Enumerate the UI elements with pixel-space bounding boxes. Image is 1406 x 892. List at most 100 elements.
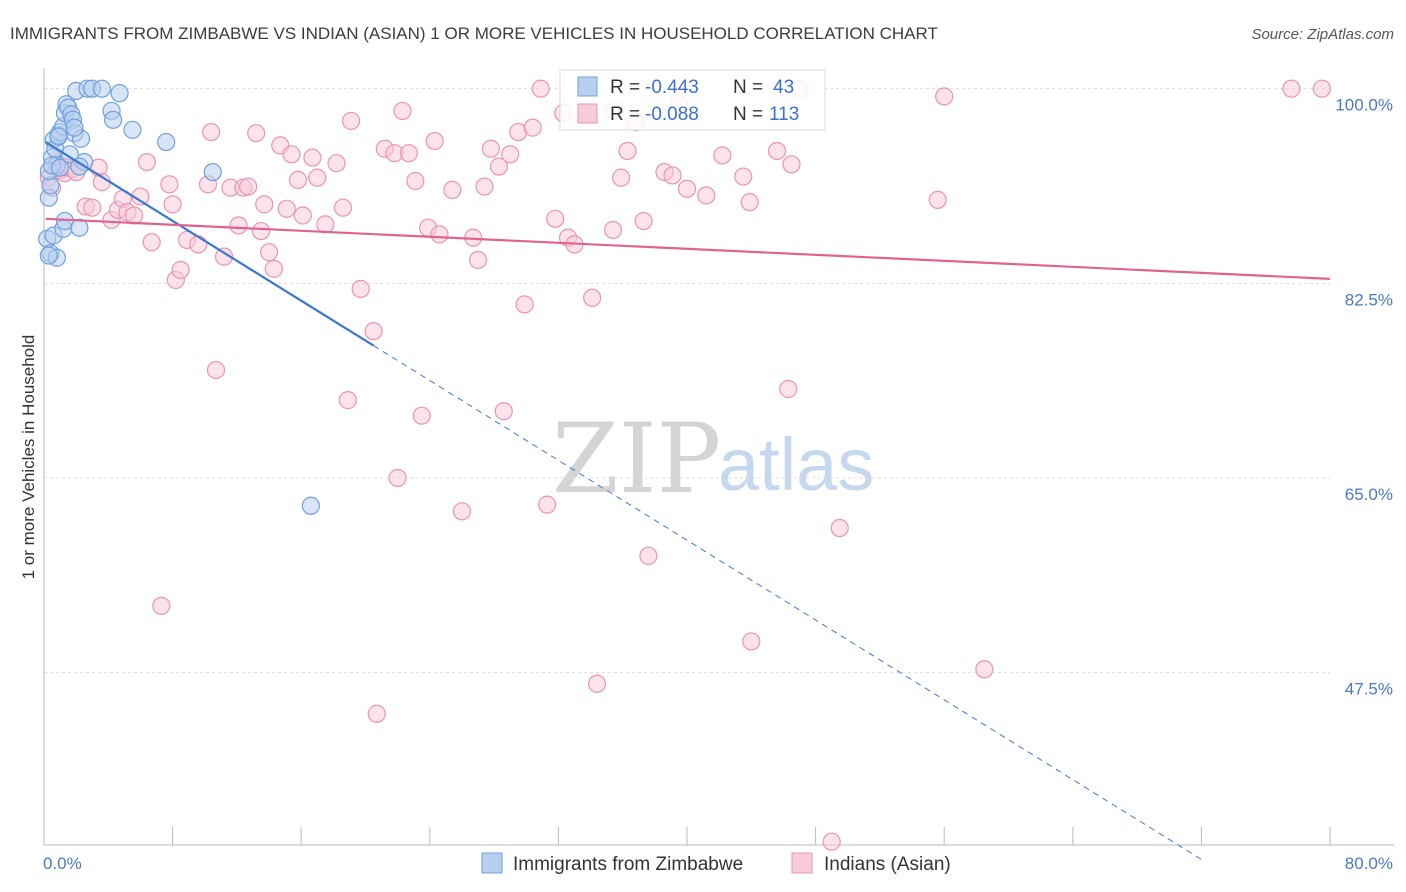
zimbabwe-point	[49, 127, 68, 146]
indians-asian-point	[142, 233, 161, 252]
y-tick-label: 100.0%	[1335, 96, 1393, 115]
indians-asian-point	[611, 168, 631, 187]
indians-asian-point	[259, 243, 279, 262]
series-legend-swatch-zimbabwe	[481, 852, 503, 874]
zimbabwe-trend-line	[45, 141, 375, 347]
indians-asian-point	[489, 157, 509, 176]
indians-asian-point	[239, 177, 258, 196]
chart-source: Source: ZipAtlas.com	[1251, 26, 1394, 43]
indians-asian-point	[639, 546, 658, 565]
indians-asian-point	[515, 295, 534, 314]
x-tick-label-min: 0.0%	[43, 854, 82, 873]
zimbabwe-trend-extension	[373, 345, 1202, 860]
indians-asian-point	[587, 674, 607, 693]
indians-asian-point	[255, 195, 274, 214]
stats-legend-swatch-zimbabwe	[577, 76, 598, 97]
indians-asian-point	[531, 79, 550, 98]
indians-asian-point	[406, 171, 425, 191]
indians-asian-point	[481, 139, 500, 158]
indians-asian-point	[779, 379, 798, 399]
indians-asian-point	[327, 154, 346, 173]
y-tick-label: 65.0%	[1345, 485, 1393, 504]
zimbabwe-point	[39, 246, 58, 265]
watermark-atlas: atlas	[718, 423, 874, 506]
indians-asian-point	[264, 259, 283, 278]
indians-asian-point	[475, 177, 494, 196]
indians-asian-point	[928, 190, 947, 210]
indians-asian-point	[603, 220, 623, 240]
zimbabwe-point	[104, 110, 123, 129]
indians-asian-point	[494, 402, 513, 421]
indians-asian-point	[288, 170, 308, 189]
indians-asian-point	[152, 596, 171, 615]
indians-asian-point	[388, 468, 407, 488]
indians-asian-point	[83, 198, 102, 217]
indians-asian-point	[501, 145, 520, 164]
indians-asian-point	[583, 288, 602, 307]
stats-legend-r-value-indians: -0.088	[645, 104, 699, 125]
y-tick-label: 82.5%	[1345, 290, 1393, 309]
zimbabwe-point	[50, 158, 70, 177]
zimbabwe-point	[110, 84, 129, 103]
indians-asian-point	[282, 145, 301, 164]
indians-asian-point	[1312, 79, 1332, 98]
indians-asian-point	[634, 211, 653, 231]
indians-asian-point	[316, 215, 335, 234]
indians-asian-point	[546, 209, 565, 228]
indians-asian-point	[124, 206, 144, 225]
indians-asian-point	[338, 391, 357, 410]
indians-asian-point	[214, 247, 234, 266]
series-indians-asian-points	[39, 79, 1332, 851]
indians-asian-trend-line	[45, 217, 1331, 280]
axes	[43, 68, 1394, 846]
indians-asian-point	[247, 124, 266, 143]
indians-asian-point	[367, 704, 386, 723]
indians-asian-point	[341, 111, 361, 131]
indians-asian-point	[393, 101, 412, 121]
stats-legend-n-value-indians: 113	[769, 104, 799, 125]
indians-asian-point	[333, 198, 353, 217]
watermark-zip: ZIP	[552, 403, 721, 515]
indians-asian-point	[523, 118, 542, 137]
zimbabwe-point	[70, 157, 89, 176]
chart-title: IMMIGRANTS FROM ZIMBABWE VS INDIAN (ASIA…	[10, 24, 938, 43]
indians-asian-point	[163, 195, 182, 214]
indians-asian-point	[742, 632, 761, 651]
zimbabwe-point	[157, 132, 176, 152]
indians-asian-point	[697, 186, 716, 205]
series-legend-label-zimbabwe: Immigrants from Zimbabwe	[513, 854, 743, 875]
indians-asian-point	[206, 360, 226, 380]
zimbabwe-point	[92, 79, 111, 98]
indians-asian-point	[425, 131, 444, 151]
indians-asian-point	[830, 518, 849, 538]
series-legend: Immigrants from Zimbabwe Indians (Asian)	[481, 852, 951, 875]
indians-asian-point	[430, 225, 449, 244]
y-tick-label: 47.5%	[1345, 680, 1393, 699]
indians-asian-point	[171, 260, 190, 280]
series-legend-swatch-indians	[791, 852, 813, 874]
zimbabwe-point	[123, 120, 142, 139]
x-tick-label-max: 80.0%	[1345, 854, 1393, 873]
stats-legend-n-label-zimbabwe: N =	[733, 77, 763, 98]
indians-asian-point	[202, 122, 221, 142]
indians-asian-point	[538, 495, 557, 514]
series-zimbabwe-points	[38, 79, 320, 515]
indians-asian-point	[303, 148, 322, 167]
stats-legend-r-label-indians: R =	[610, 104, 640, 125]
indians-asian-point	[713, 146, 732, 165]
gridlines	[44, 88, 1330, 674]
stats-legend-n-value-zimbabwe: 43	[773, 77, 794, 98]
zimbabwe-point	[65, 118, 84, 137]
indians-asian-point	[277, 199, 296, 218]
stats-legend: R = -0.443 N = 43 R = -0.088 N = 113	[559, 69, 826, 131]
indians-asian-point	[767, 141, 787, 161]
y-axis-label: 1 or more Vehicles in Household	[19, 335, 38, 580]
indians-asian-point	[160, 175, 179, 194]
indians-asian-point	[468, 250, 488, 270]
indians-asian-point	[399, 144, 419, 163]
indians-asian-point	[663, 166, 682, 185]
zimbabwe-point	[301, 496, 320, 515]
stats-legend-swatch-indians	[577, 103, 598, 124]
indians-asian-point	[618, 141, 637, 161]
